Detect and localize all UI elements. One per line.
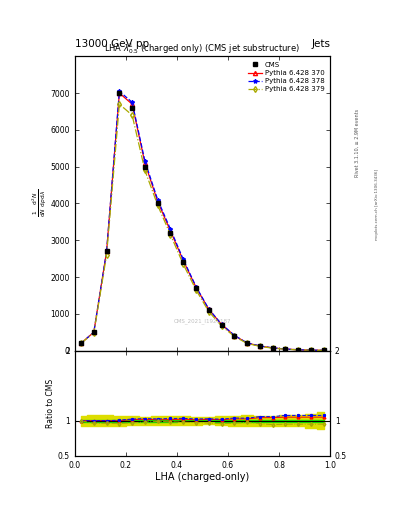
Pythia 6.428 379 — [143, 167, 147, 174]
Pythia 6.428 379 — [257, 343, 262, 349]
CMS — [219, 322, 224, 328]
CMS — [143, 164, 147, 170]
CMS — [168, 230, 173, 236]
CMS — [245, 340, 250, 346]
Pythia 6.428 378 — [219, 321, 224, 327]
Pythia 6.428 370 — [283, 346, 288, 352]
CMS — [206, 307, 211, 313]
Text: Rivet 3.1.10, ≥ 2.9M events: Rivet 3.1.10, ≥ 2.9M events — [355, 109, 360, 178]
Pythia 6.428 379 — [321, 347, 326, 353]
Pythia 6.428 378 — [104, 248, 109, 254]
CMS — [232, 333, 237, 339]
Pythia 6.428 370 — [232, 332, 237, 338]
Pythia 6.428 379 — [168, 231, 173, 238]
CMS — [283, 346, 288, 352]
Pythia 6.428 370 — [245, 340, 250, 346]
Pythia 6.428 379 — [194, 287, 198, 293]
CMS — [155, 200, 160, 206]
Pythia 6.428 378 — [194, 284, 198, 290]
Pythia 6.428 379 — [92, 330, 96, 336]
Pythia 6.428 370 — [130, 101, 134, 107]
Pythia 6.428 379 — [309, 347, 313, 353]
CMS — [296, 347, 301, 353]
Pythia 6.428 378 — [117, 88, 122, 94]
Text: CMS_2021_I1920187: CMS_2021_I1920187 — [174, 318, 231, 324]
Pythia 6.428 378 — [245, 340, 250, 346]
Pythia 6.428 379 — [117, 101, 122, 107]
CMS — [257, 343, 262, 349]
Pythia 6.428 378 — [181, 257, 185, 263]
Pythia 6.428 379 — [283, 346, 288, 352]
Pythia 6.428 379 — [79, 340, 83, 346]
Line: Pythia 6.428 378: Pythia 6.428 378 — [79, 89, 326, 352]
Pythia 6.428 370 — [143, 160, 147, 166]
Pythia 6.428 370 — [92, 329, 96, 335]
Pythia 6.428 370 — [155, 199, 160, 205]
Pythia 6.428 378 — [283, 346, 288, 352]
CMS — [92, 329, 96, 335]
CMS — [309, 347, 313, 353]
Pythia 6.428 370 — [219, 322, 224, 328]
Pythia 6.428 370 — [309, 347, 313, 353]
Pythia 6.428 378 — [143, 158, 147, 164]
Pythia 6.428 378 — [257, 343, 262, 349]
Pythia 6.428 370 — [321, 347, 326, 353]
Pythia 6.428 370 — [168, 228, 173, 234]
Pythia 6.428 379 — [130, 112, 134, 118]
CMS — [181, 259, 185, 265]
Pythia 6.428 378 — [92, 329, 96, 335]
Pythia 6.428 378 — [296, 347, 301, 353]
Pythia 6.428 378 — [130, 99, 134, 105]
CMS — [130, 105, 134, 111]
Pythia 6.428 370 — [194, 284, 198, 290]
Pythia 6.428 379 — [270, 345, 275, 351]
Pythia 6.428 370 — [296, 347, 301, 353]
CMS — [79, 340, 83, 346]
Y-axis label: $\frac{1}{\mathrm{d}N}\,\frac{\mathrm{d}^2N}{\mathrm{d}p\,\mathrm{d}\lambda}$: $\frac{1}{\mathrm{d}N}\,\frac{\mathrm{d}… — [29, 189, 48, 218]
Line: Pythia 6.428 370: Pythia 6.428 370 — [79, 91, 326, 352]
CMS — [117, 90, 122, 96]
Pythia 6.428 370 — [181, 258, 185, 264]
Pythia 6.428 370 — [79, 340, 83, 346]
Pythia 6.428 378 — [168, 226, 173, 232]
Pythia 6.428 379 — [181, 261, 185, 267]
Pythia 6.428 378 — [79, 340, 83, 346]
Legend: CMS, Pythia 6.428 370, Pythia 6.428 378, Pythia 6.428 379: CMS, Pythia 6.428 370, Pythia 6.428 378,… — [246, 60, 327, 94]
Pythia 6.428 379 — [219, 323, 224, 329]
Pythia 6.428 379 — [155, 202, 160, 208]
Line: CMS: CMS — [79, 91, 326, 353]
Pythia 6.428 378 — [155, 197, 160, 203]
Pythia 6.428 378 — [309, 347, 313, 353]
Y-axis label: Ratio to CMS: Ratio to CMS — [46, 378, 55, 428]
Pythia 6.428 370 — [270, 345, 275, 351]
Pythia 6.428 378 — [232, 332, 237, 338]
Pythia 6.428 379 — [206, 309, 211, 315]
Pythia 6.428 378 — [321, 347, 326, 353]
Pythia 6.428 378 — [206, 306, 211, 312]
Pythia 6.428 370 — [117, 90, 122, 96]
Title: LHA $\lambda^1_{0.5}$ (charged only) (CMS jet substructure): LHA $\lambda^1_{0.5}$ (charged only) (CM… — [105, 41, 300, 56]
Line: Pythia 6.428 379: Pythia 6.428 379 — [79, 102, 326, 352]
CMS — [270, 345, 275, 351]
Text: mcplots.cern.ch [arXiv:1306.3436]: mcplots.cern.ch [arXiv:1306.3436] — [375, 169, 379, 240]
Pythia 6.428 370 — [257, 343, 262, 349]
Pythia 6.428 370 — [206, 306, 211, 312]
Pythia 6.428 379 — [104, 252, 109, 258]
Pythia 6.428 379 — [245, 340, 250, 347]
Text: 13000 GeV pp: 13000 GeV pp — [75, 38, 149, 49]
CMS — [104, 248, 109, 254]
CMS — [194, 285, 198, 291]
Pythia 6.428 370 — [104, 248, 109, 254]
Pythia 6.428 379 — [232, 333, 237, 339]
X-axis label: LHA (charged-only): LHA (charged-only) — [155, 472, 250, 482]
CMS — [321, 347, 326, 353]
Text: Jets: Jets — [311, 38, 330, 49]
Pythia 6.428 379 — [296, 347, 301, 353]
Pythia 6.428 378 — [270, 345, 275, 351]
